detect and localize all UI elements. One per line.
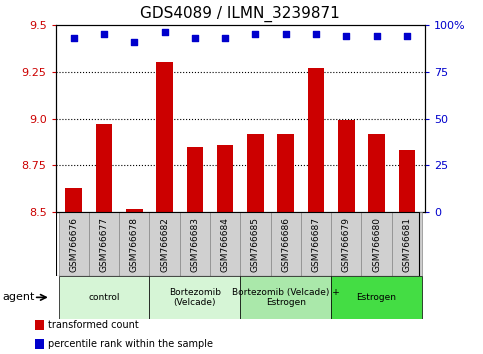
Bar — [149, 212, 180, 276]
Point — [100, 31, 108, 37]
Bar — [180, 212, 210, 276]
Point — [130, 39, 138, 45]
Text: GSM766686: GSM766686 — [281, 217, 290, 272]
Bar — [338, 120, 355, 212]
Text: GSM766685: GSM766685 — [251, 217, 260, 272]
Bar — [126, 209, 142, 212]
Bar — [241, 276, 331, 319]
Text: Estrogen: Estrogen — [356, 293, 397, 302]
Bar — [247, 133, 264, 212]
Bar — [89, 212, 119, 276]
Bar — [217, 145, 233, 212]
Text: control: control — [88, 293, 120, 302]
Bar — [119, 212, 149, 276]
Point — [403, 33, 411, 39]
Point — [70, 35, 78, 41]
Point — [221, 35, 229, 41]
Bar — [331, 276, 422, 319]
Bar — [241, 212, 270, 276]
Point — [161, 29, 169, 35]
Text: GSM766678: GSM766678 — [130, 217, 139, 272]
Text: GSM766684: GSM766684 — [221, 217, 229, 272]
Point — [373, 33, 381, 39]
Bar — [35, 320, 44, 330]
Text: GSM766683: GSM766683 — [190, 217, 199, 272]
Text: Bortezomib (Velcade) +
Estrogen: Bortezomib (Velcade) + Estrogen — [232, 288, 340, 307]
Text: percentile rank within the sample: percentile rank within the sample — [48, 339, 213, 349]
Bar — [392, 212, 422, 276]
Bar — [331, 212, 361, 276]
Point — [252, 31, 259, 37]
Bar — [149, 276, 241, 319]
Bar — [35, 339, 44, 349]
Bar — [58, 276, 149, 319]
Bar — [270, 212, 301, 276]
Text: Bortezomib
(Velcade): Bortezomib (Velcade) — [169, 288, 221, 307]
Bar — [368, 133, 385, 212]
Bar — [156, 62, 173, 212]
Bar — [210, 212, 241, 276]
Text: agent: agent — [2, 292, 35, 302]
Bar — [361, 212, 392, 276]
Point — [342, 33, 350, 39]
Text: GSM766681: GSM766681 — [402, 217, 412, 272]
Bar — [277, 133, 294, 212]
Text: GSM766676: GSM766676 — [69, 217, 78, 272]
Point — [282, 31, 290, 37]
Text: GSM766679: GSM766679 — [342, 217, 351, 272]
Bar — [58, 212, 89, 276]
Point — [191, 35, 199, 41]
Point — [312, 31, 320, 37]
Bar — [398, 150, 415, 212]
Text: GSM766677: GSM766677 — [99, 217, 109, 272]
Text: GSM766680: GSM766680 — [372, 217, 381, 272]
Text: transformed count: transformed count — [48, 320, 139, 330]
Text: GSM766687: GSM766687 — [312, 217, 321, 272]
Bar — [96, 124, 113, 212]
Bar — [65, 188, 82, 212]
Title: GDS4089 / ILMN_3239871: GDS4089 / ILMN_3239871 — [141, 6, 340, 22]
Bar — [308, 68, 325, 212]
Bar — [301, 212, 331, 276]
Text: GSM766682: GSM766682 — [160, 217, 169, 272]
Bar — [186, 147, 203, 212]
